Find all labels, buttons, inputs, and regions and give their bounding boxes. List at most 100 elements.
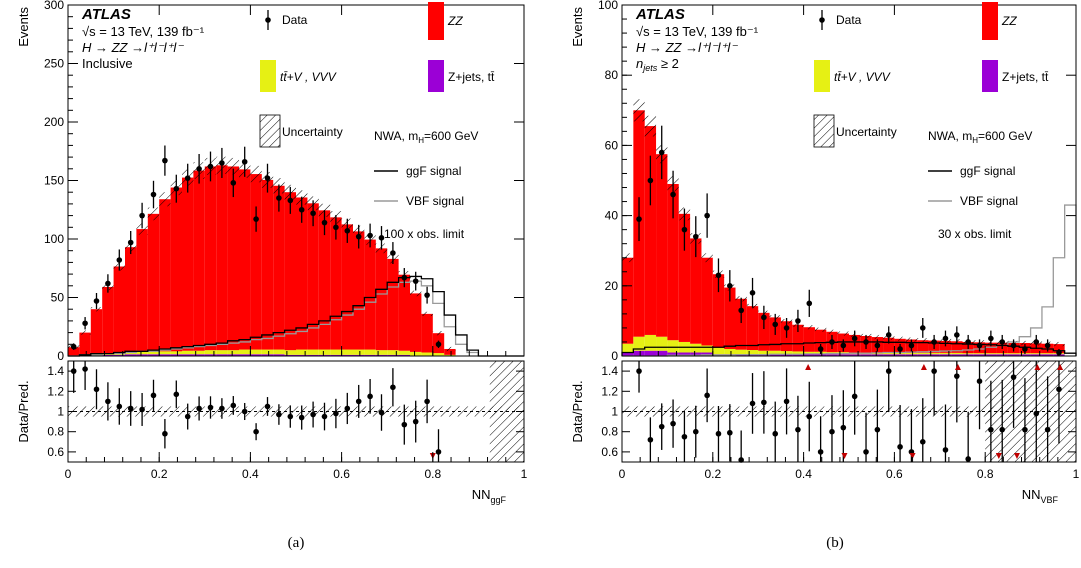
data-point [704, 212, 710, 219]
data-point [162, 157, 168, 164]
ratio-y-tick-label: 1 [611, 405, 618, 419]
bar-zjets [1041, 354, 1054, 356]
ratio-point [1056, 386, 1062, 393]
bar-zz [792, 324, 804, 352]
x-tick-label: 0.2 [151, 467, 168, 481]
bar-zz [656, 154, 668, 337]
ratio-point [829, 428, 835, 435]
caption-b: (b) [826, 535, 844, 551]
data-point [378, 235, 385, 241]
bar-ttv [250, 349, 262, 355]
data-point [783, 325, 790, 331]
uncertainty-band [826, 329, 838, 334]
bar-ttv [633, 336, 645, 351]
legend-zz-swatch [982, 2, 998, 40]
ggf-signal-line [68, 275, 524, 357]
bar-ttv [125, 352, 137, 355]
ratio-point [1022, 426, 1028, 433]
region-label-rest: ≥ 2 [657, 56, 679, 71]
bar-ttv [432, 353, 445, 356]
ratio-point [727, 429, 733, 436]
uncertainty-band [410, 290, 422, 297]
scale-label: 100 x obs. limit [384, 227, 465, 241]
legend-zz-swatch [428, 2, 444, 40]
data-point [344, 228, 351, 234]
ratio-point [435, 449, 442, 455]
bar-zjets [353, 354, 365, 356]
bar-ttv [182, 350, 194, 355]
ratio-point [704, 392, 710, 399]
bar-zjets [951, 354, 963, 356]
bar-zjets [204, 354, 217, 356]
ratio-point [344, 405, 351, 412]
region-label: Inclusive [82, 56, 133, 71]
bar-zjets [860, 354, 872, 356]
legend-vbf-label: VBF signal [406, 194, 464, 208]
data-point [93, 298, 100, 304]
uncertainty-band [1053, 341, 1065, 347]
data-point [840, 342, 847, 349]
bar-zjets [216, 354, 228, 356]
ratio-y-tick-label: 0.8 [601, 425, 618, 439]
ratio-point [749, 400, 756, 407]
x-axis-label: NNVBF [1022, 487, 1059, 505]
data-point [692, 233, 699, 240]
ratio-point [817, 449, 824, 455]
bar-ttv [928, 352, 940, 355]
data-point [1044, 342, 1051, 349]
bar-zz [182, 177, 194, 351]
bar-zz [939, 340, 952, 353]
y-tick-label: 40 [605, 209, 619, 223]
ratio-point [82, 366, 88, 372]
ratio-point [851, 393, 858, 400]
atlas-label: ATLAS [635, 6, 685, 23]
bar-zjets [1030, 354, 1042, 356]
data-point [424, 292, 430, 298]
data-point [412, 278, 419, 284]
bar-ttv [398, 350, 410, 355]
bar-zz [410, 293, 422, 352]
ratio-point [207, 404, 214, 411]
bar-ttv [444, 354, 456, 356]
data-point [670, 191, 676, 198]
legend-ttv-swatch [260, 60, 276, 92]
bar-zjets [239, 354, 251, 356]
data-point [333, 224, 339, 231]
bar-zz [622, 257, 634, 344]
data-point [738, 307, 744, 314]
bar-ttv [136, 351, 148, 355]
data-point [658, 149, 665, 156]
bar-ttv [318, 349, 331, 355]
region-label-sub: jets [642, 63, 658, 73]
data-point [874, 342, 881, 349]
legend-uncertainty-label: Uncertainty [282, 125, 343, 139]
bar-ttv [803, 351, 815, 355]
bar-zjets [928, 354, 940, 356]
data-point [355, 233, 362, 240]
ratio-point [931, 368, 937, 374]
vbf-signal-line [622, 204, 1077, 357]
ratio-axis-label: Data/Pred. [16, 380, 31, 442]
uncertainty-band [421, 311, 433, 316]
bar-zjets [113, 354, 125, 356]
ratio-point [988, 426, 994, 433]
bar-zz [724, 287, 736, 349]
ratio-axis-label: Data/Pred. [570, 380, 585, 442]
bar-zz [678, 213, 691, 342]
data-point [817, 346, 824, 352]
bar-zjets [939, 354, 952, 356]
ratio-point [1033, 410, 1040, 417]
model-label-sub: H [418, 136, 424, 145]
bar-ttv [227, 350, 239, 355]
bar-zz [239, 169, 251, 350]
data-point [173, 185, 180, 192]
bar-zjets [803, 354, 815, 356]
bar-zz [68, 347, 80, 356]
bar-ttv [724, 348, 736, 355]
ratio-point [150, 392, 157, 399]
y-axis-label: Events [16, 7, 31, 47]
data-point [761, 314, 767, 321]
uncertainty-band [837, 331, 849, 336]
data-point [829, 339, 835, 345]
